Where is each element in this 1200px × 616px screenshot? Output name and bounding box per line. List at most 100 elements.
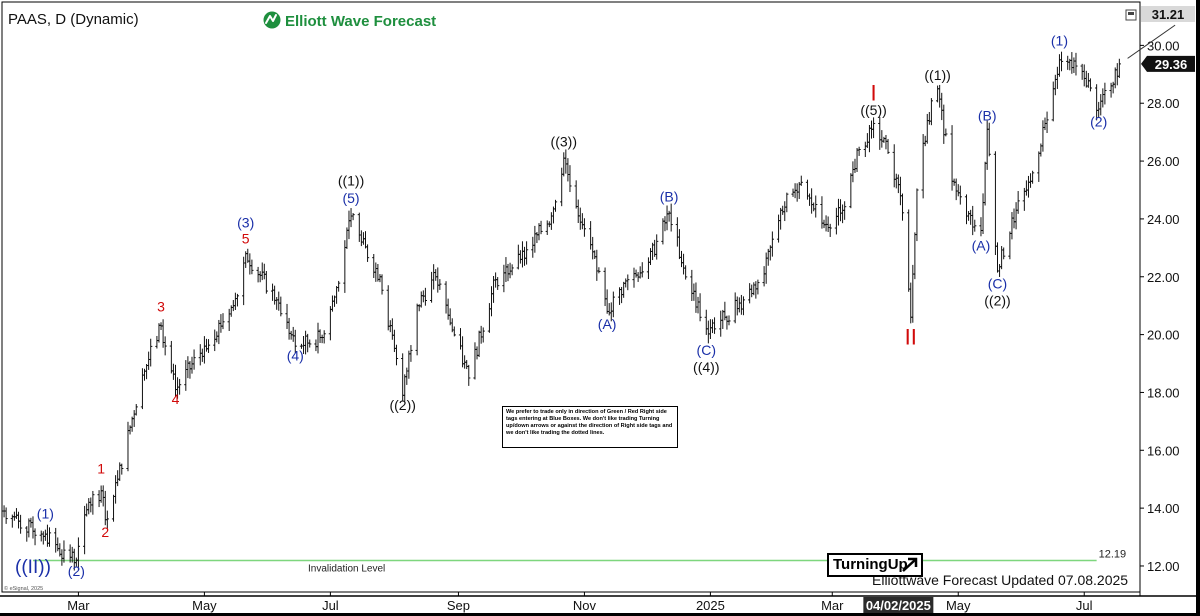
ohlc-bar (655, 234, 659, 260)
symbol-title: PAAS, D (Dynamic) (8, 11, 139, 28)
brand-name: Elliott Wave Forecast (285, 13, 436, 30)
x-tick-label: Jul (1076, 598, 1093, 613)
last-price-box (1141, 55, 1195, 72)
ohlc-bar (626, 274, 630, 291)
ohlc-bar (1103, 82, 1107, 105)
ohlc-bar (481, 327, 485, 343)
wave-label: (A) (972, 238, 991, 254)
ohlc-bar (756, 279, 760, 295)
ohlc-bar (770, 231, 774, 257)
wave-label: ((1)) (924, 67, 950, 83)
y-tick-label: 24.00 (1147, 212, 1180, 227)
ohlc-bar (684, 265, 688, 280)
ohlc-bar (1016, 191, 1020, 214)
turning-up-label: TurningUp (833, 556, 908, 573)
y-tick-label: 12.00 (1147, 559, 1180, 574)
arrow-up-right-icon (902, 557, 918, 572)
ohlc-bar (192, 349, 196, 370)
wave-label: (3) (237, 215, 254, 231)
ohlc-bar (62, 540, 66, 563)
wave-label: (1) (37, 505, 54, 521)
copyright-text: © eSignal, 2025 (4, 585, 43, 592)
ohlc-bar (1074, 52, 1078, 76)
price-bars (2, 51, 1121, 571)
ohlc-bar (467, 364, 471, 386)
ohlc-bar (611, 291, 615, 318)
ohlc-bar (510, 264, 514, 276)
wave-label: I (871, 80, 877, 105)
wave-labels: ((II))(1)(2)12345(3)(4)(5)((1))((2))((3)… (15, 32, 1107, 579)
x-tick-label: Sep (447, 598, 470, 613)
wave-label: ((II)) (15, 557, 51, 578)
ohlc-bar (235, 293, 240, 307)
ohlc-bar (423, 287, 427, 306)
brand-logo-icon (263, 11, 281, 29)
invalidation-label: Invalidation Level (308, 563, 385, 574)
ohlc-bar (871, 117, 876, 139)
wave-label: (C) (697, 342, 716, 358)
x-tick-label: May (192, 598, 217, 613)
ohlc-bar (206, 339, 211, 353)
y-tick-label: 26.00 (1147, 154, 1180, 169)
ohlc-bar (308, 339, 312, 348)
x-tick-label: Mar (821, 598, 844, 613)
y-tick-label: 14.00 (1147, 501, 1180, 516)
wave-label: (1) (1051, 32, 1068, 48)
ohlc-bar (337, 280, 341, 292)
ohlc-bar (712, 317, 717, 334)
ohlc-bar (727, 315, 731, 326)
y-tick-label: 30.00 (1147, 38, 1180, 53)
wave-label: ((4)) (693, 359, 719, 375)
x-tick-label: 2025 (696, 598, 725, 613)
ohlc-bar (496, 277, 500, 290)
ohlc-bar (741, 296, 746, 316)
ohlc-bar (973, 219, 977, 232)
ohlc-bar (597, 267, 601, 274)
x-tick-label: Mar (67, 598, 90, 613)
highlight-date-tag: 04/02/2025 (863, 597, 934, 613)
chart-menu-icon[interactable] (1125, 9, 1137, 21)
ohlc-bar (76, 537, 81, 571)
wave-label: 2 (101, 524, 109, 540)
top-price-label: 31.21 (1152, 7, 1185, 22)
wave-label: (5) (342, 190, 359, 206)
ohlc-bar (539, 220, 543, 235)
ohlc-bar (785, 192, 789, 213)
ohlc-bar (553, 199, 558, 212)
ohlc-bar (409, 345, 413, 362)
ohlc-bar (582, 218, 587, 237)
ohlc-bar (322, 330, 326, 344)
ohlc-bar (221, 313, 225, 330)
wave-label: (B) (660, 189, 679, 205)
wave-label: II (905, 325, 917, 350)
ohlc-bar (293, 329, 297, 353)
y-tick-label: 20.00 (1147, 328, 1180, 343)
ohlc-bar (958, 185, 962, 205)
wave-label: (A) (598, 316, 617, 332)
ohlc-bar (944, 128, 948, 137)
y-axis: 12.00 14.00 16.00 18.00 20.00 22.00 24.00 26.00… (1140, 38, 1180, 574)
ohlc-bar (351, 213, 355, 221)
wave-label: 5 (242, 230, 250, 246)
projection-line (1127, 24, 1176, 59)
turning-up-badge: TurningUp (827, 553, 923, 577)
x-axis: Mar May Jul Sep Nov 2025 Mar May Jul (67, 592, 1093, 613)
x-tick-label: Jul (322, 598, 339, 613)
ohlc-bar (1088, 78, 1093, 92)
ohlc-bar (18, 514, 23, 534)
ohlc-bar (452, 326, 456, 337)
ohlc-bar (394, 344, 399, 366)
wave-label: ((2)) (389, 397, 415, 413)
ohlc-bar (886, 138, 890, 154)
top-price-box (1141, 6, 1195, 22)
ohlc-bar (1059, 51, 1064, 72)
wave-label: (B) (978, 108, 997, 124)
ohlc-bar (1002, 247, 1006, 260)
ohlc-bar (380, 274, 384, 295)
y-tick-label: 16.00 (1147, 443, 1180, 458)
ohlc-bar (843, 201, 847, 220)
ohlc-bar (524, 241, 529, 265)
wave-label: 4 (172, 391, 180, 407)
updated-text: Elliottwave Forecast Updated 07.08.2025 (872, 572, 1128, 588)
wave-label: 3 (157, 298, 165, 314)
